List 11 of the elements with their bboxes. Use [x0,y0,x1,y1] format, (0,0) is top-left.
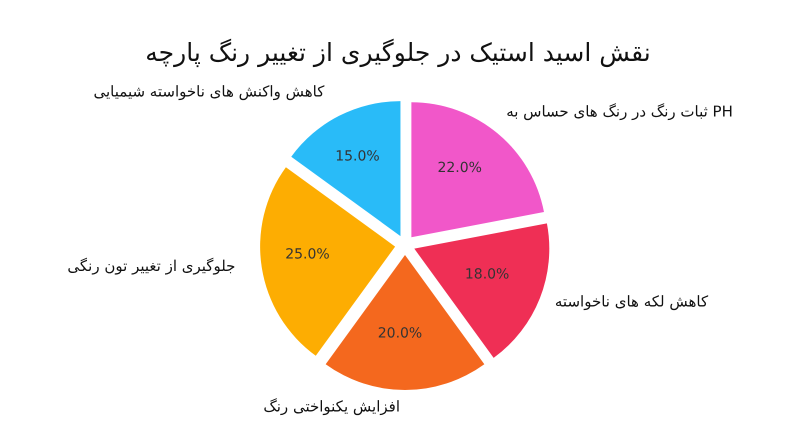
data-label: 18.0% [464,266,510,282]
slice-label: کاهش واکنش های ناخواسته شیمیایی [94,82,326,101]
slice-label: جلوگیری از تغییر تون رنگی [67,257,236,276]
slice-label: ثبات رنگ در رنگ های حساس به PH [506,102,733,121]
slice-label: افزایش یکنواختی رنگ [263,398,400,416]
chart-title: نقش اسید استیک در جلوگیری از تغییر رنگ پارچه [144,38,652,67]
data-label: 22.0% [437,160,482,176]
data-label: 15.0% [335,148,380,165]
slice-label: کاهش لکه های ناخواسته [554,292,709,310]
data-label: 20.0% [378,326,422,342]
data-label: 25.0% [285,246,330,263]
